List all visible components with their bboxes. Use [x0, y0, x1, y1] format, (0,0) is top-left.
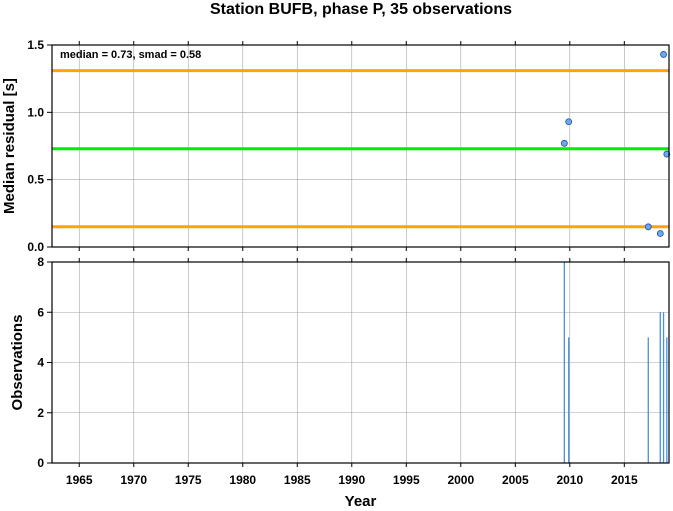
observations-y-tick-label: 2 [37, 406, 44, 420]
residual-y-axis-label: Median residual [s] [1, 78, 18, 214]
x-tick-label: 1975 [175, 473, 202, 487]
observations-y-tick-label: 0 [37, 456, 44, 470]
x-tick-label: 2005 [502, 473, 529, 487]
x-tick-label: 1965 [66, 473, 93, 487]
x-tick-label: 1985 [284, 473, 311, 487]
x-axis-label: Year [345, 493, 377, 510]
residual-point [656, 230, 664, 237]
observations-ticks: 1965 1970 1975 1980 1985 1990 1995 2000 2005 2010… [37, 255, 638, 487]
residual-ticks: 0.0 0.5 1.0 1.5 [27, 38, 625, 254]
x-tick-label: 1990 [338, 473, 365, 487]
residual-point [565, 118, 573, 126]
chart-title: Station BUFB, phase P, 35 observations [210, 1, 512, 18]
residual-y-tick-label: 0.5 [27, 173, 44, 187]
x-tick-label: 2010 [556, 473, 583, 487]
residual-y-tick-label: 1.0 [27, 105, 44, 119]
observations-y-tick-label: 4 [37, 356, 44, 370]
stats-annotation: median = 0.73, smad = 0.58 [60, 49, 201, 61]
observations-grid [52, 261, 669, 464]
residual-y-tick-label: 1.5 [27, 38, 44, 52]
x-tick-label: 1970 [120, 473, 147, 487]
residual-grid [52, 44, 669, 248]
residual-points [560, 51, 671, 237]
residual-point [660, 51, 667, 58]
x-tick-label: 1995 [393, 473, 420, 487]
residual-panel: 0.00.51.01.5 median = 0.73, smad = 0.58 … [1, 38, 671, 254]
observation-bars [563, 262, 668, 463]
residual-y-tick-label: 0.0 [27, 240, 44, 254]
x-tick-label: 1980 [229, 473, 256, 487]
residual-point [644, 223, 652, 231]
residual-frame [51, 44, 670, 248]
x-tick-label: 2015 [611, 473, 638, 487]
residual-point [560, 139, 568, 147]
reference-lines [52, 69, 669, 229]
observations-y-tick-label: 8 [37, 255, 44, 269]
observations-y-tick-label: 6 [37, 305, 44, 319]
x-tick-label: 2000 [447, 473, 474, 487]
observations-y-axis-label: Observations [9, 315, 26, 411]
residual-point [663, 150, 671, 158]
observations-panel: 1965 1970 1975 1980 1985 1990 1995 2000 2005 2010… [9, 255, 670, 510]
